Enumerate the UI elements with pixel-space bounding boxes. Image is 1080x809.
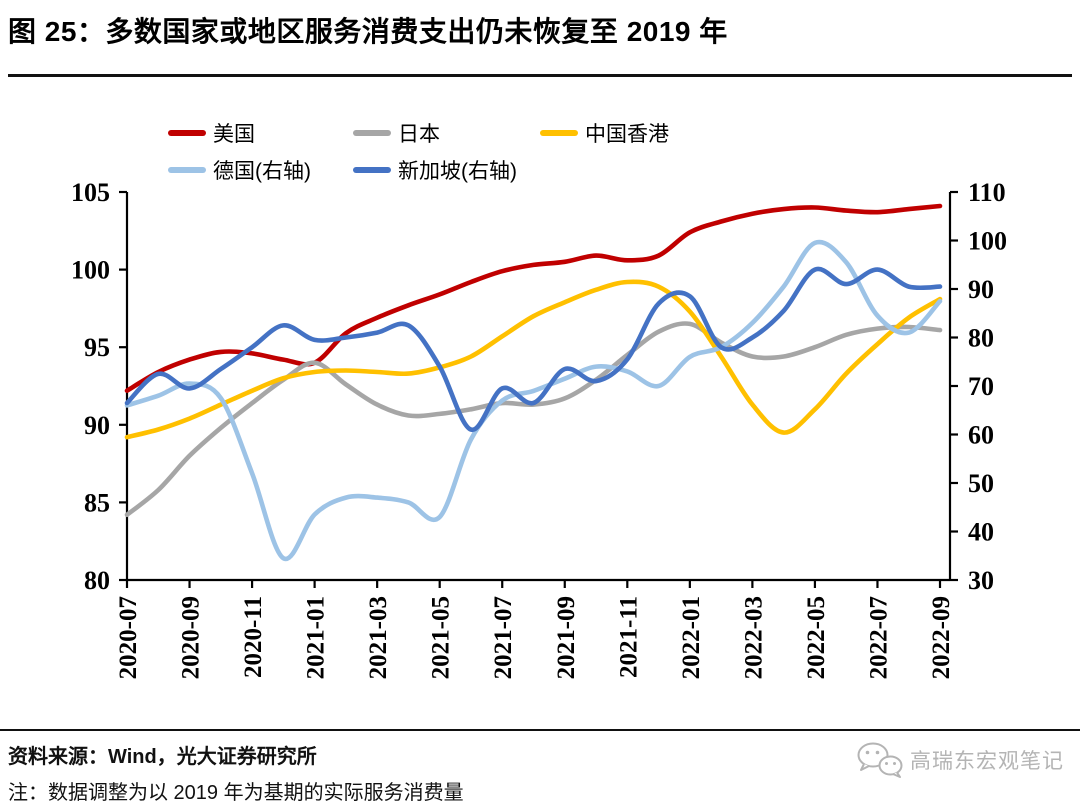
y-axis-right-label: 110 (968, 178, 1006, 207)
legend-row: 德国(右轴) 新加坡(右轴) (168, 151, 928, 188)
y-axis-right-label: 30 (968, 566, 994, 595)
x-axis-label: 2020-11 (240, 596, 267, 678)
legend-swatch (353, 166, 391, 173)
x-axis-label: 2022-01 (678, 596, 705, 679)
source-text: 资料来源：Wind，光大证券研究所 (8, 746, 317, 768)
legend-swatch (168, 129, 206, 136)
y-axis-left-label: 80 (84, 566, 110, 595)
line-chart: 105 100 95 90 85 80 110 100 90 80 70 60 50 40 30 2020-0… (71, 178, 1007, 679)
x-axis-label: 2020-09 (178, 596, 205, 679)
y-axis-left-label: 105 (71, 178, 110, 207)
y-axis-left-label: 95 (84, 333, 110, 362)
y-axis-right-label: 80 (968, 324, 994, 353)
y-axis-left-label: 85 (84, 488, 110, 517)
legend-label: 日本 (398, 122, 440, 146)
y-axis-left-label: 100 (71, 256, 110, 285)
x-axis-label: 2021-03 (365, 596, 392, 679)
legend-swatch (168, 166, 206, 173)
brand-badge: 高瑞东宏观笔记 (856, 741, 1064, 779)
legend-item: 新加坡(右轴) (353, 155, 540, 185)
series-line-新加坡(右轴) (124, 266, 943, 432)
chart-legend: 美国 日本 中国香港德国(右轴) 新加坡(右轴) (168, 114, 928, 188)
brand-text: 高瑞东宏观笔记 (910, 750, 1064, 773)
note-text: 注：数据调整为以 2019 年为基期的实际服务消费量 (8, 782, 464, 804)
x-axis-label: 2021-11 (615, 596, 642, 678)
x-axis-label: 2021-07 (490, 596, 517, 679)
legend-swatch (353, 129, 391, 136)
x-axis-label: 2022-07 (865, 596, 892, 679)
x-axis-label: 2021-05 (428, 596, 455, 679)
y-axis-right-label: 70 (968, 372, 994, 401)
y-axis-right-label: 50 (968, 469, 994, 498)
legend-item: 德国(右轴) (168, 155, 353, 185)
legend-label: 美国 (213, 122, 255, 146)
legend-item: 日本 (353, 118, 540, 148)
y-axis-right-label: 60 (968, 421, 994, 450)
legend-label: 新加坡(右轴) (398, 159, 517, 183)
title-divider (8, 74, 1072, 77)
legend-item: 美国 (168, 118, 353, 148)
legend-swatch (540, 129, 578, 136)
legend-item: 中国香港 (540, 118, 727, 148)
legend-row: 美国 日本 中国香港 (168, 114, 928, 151)
x-axis-label: 2021-01 (303, 596, 330, 679)
series-line-美国 (124, 203, 943, 393)
page-title: 图 25：多数国家或地区服务消费支出仍未恢复至 2019 年 (8, 16, 728, 47)
legend-label: 德国(右轴) (213, 159, 311, 183)
y-axis-right-label: 90 (968, 275, 994, 304)
footer-divider (0, 729, 1080, 731)
x-axis-label: 2022-05 (803, 596, 830, 679)
y-axis-left-label: 90 (84, 411, 110, 440)
x-axis-label: 2022-09 (928, 596, 955, 679)
x-axis-label: 2021-09 (553, 596, 580, 679)
series-line-德国(右轴) (124, 239, 943, 562)
x-axis-label: 2020-07 (115, 596, 142, 679)
legend-label: 中国香港 (585, 122, 669, 146)
y-axis-right-label: 40 (968, 518, 994, 547)
y-axis-right-label: 100 (968, 227, 1007, 256)
x-axis-label: 2022-03 (740, 596, 767, 679)
wechat-icon (857, 742, 903, 778)
axes (119, 190, 958, 588)
series-line-中国香港 (124, 279, 943, 440)
